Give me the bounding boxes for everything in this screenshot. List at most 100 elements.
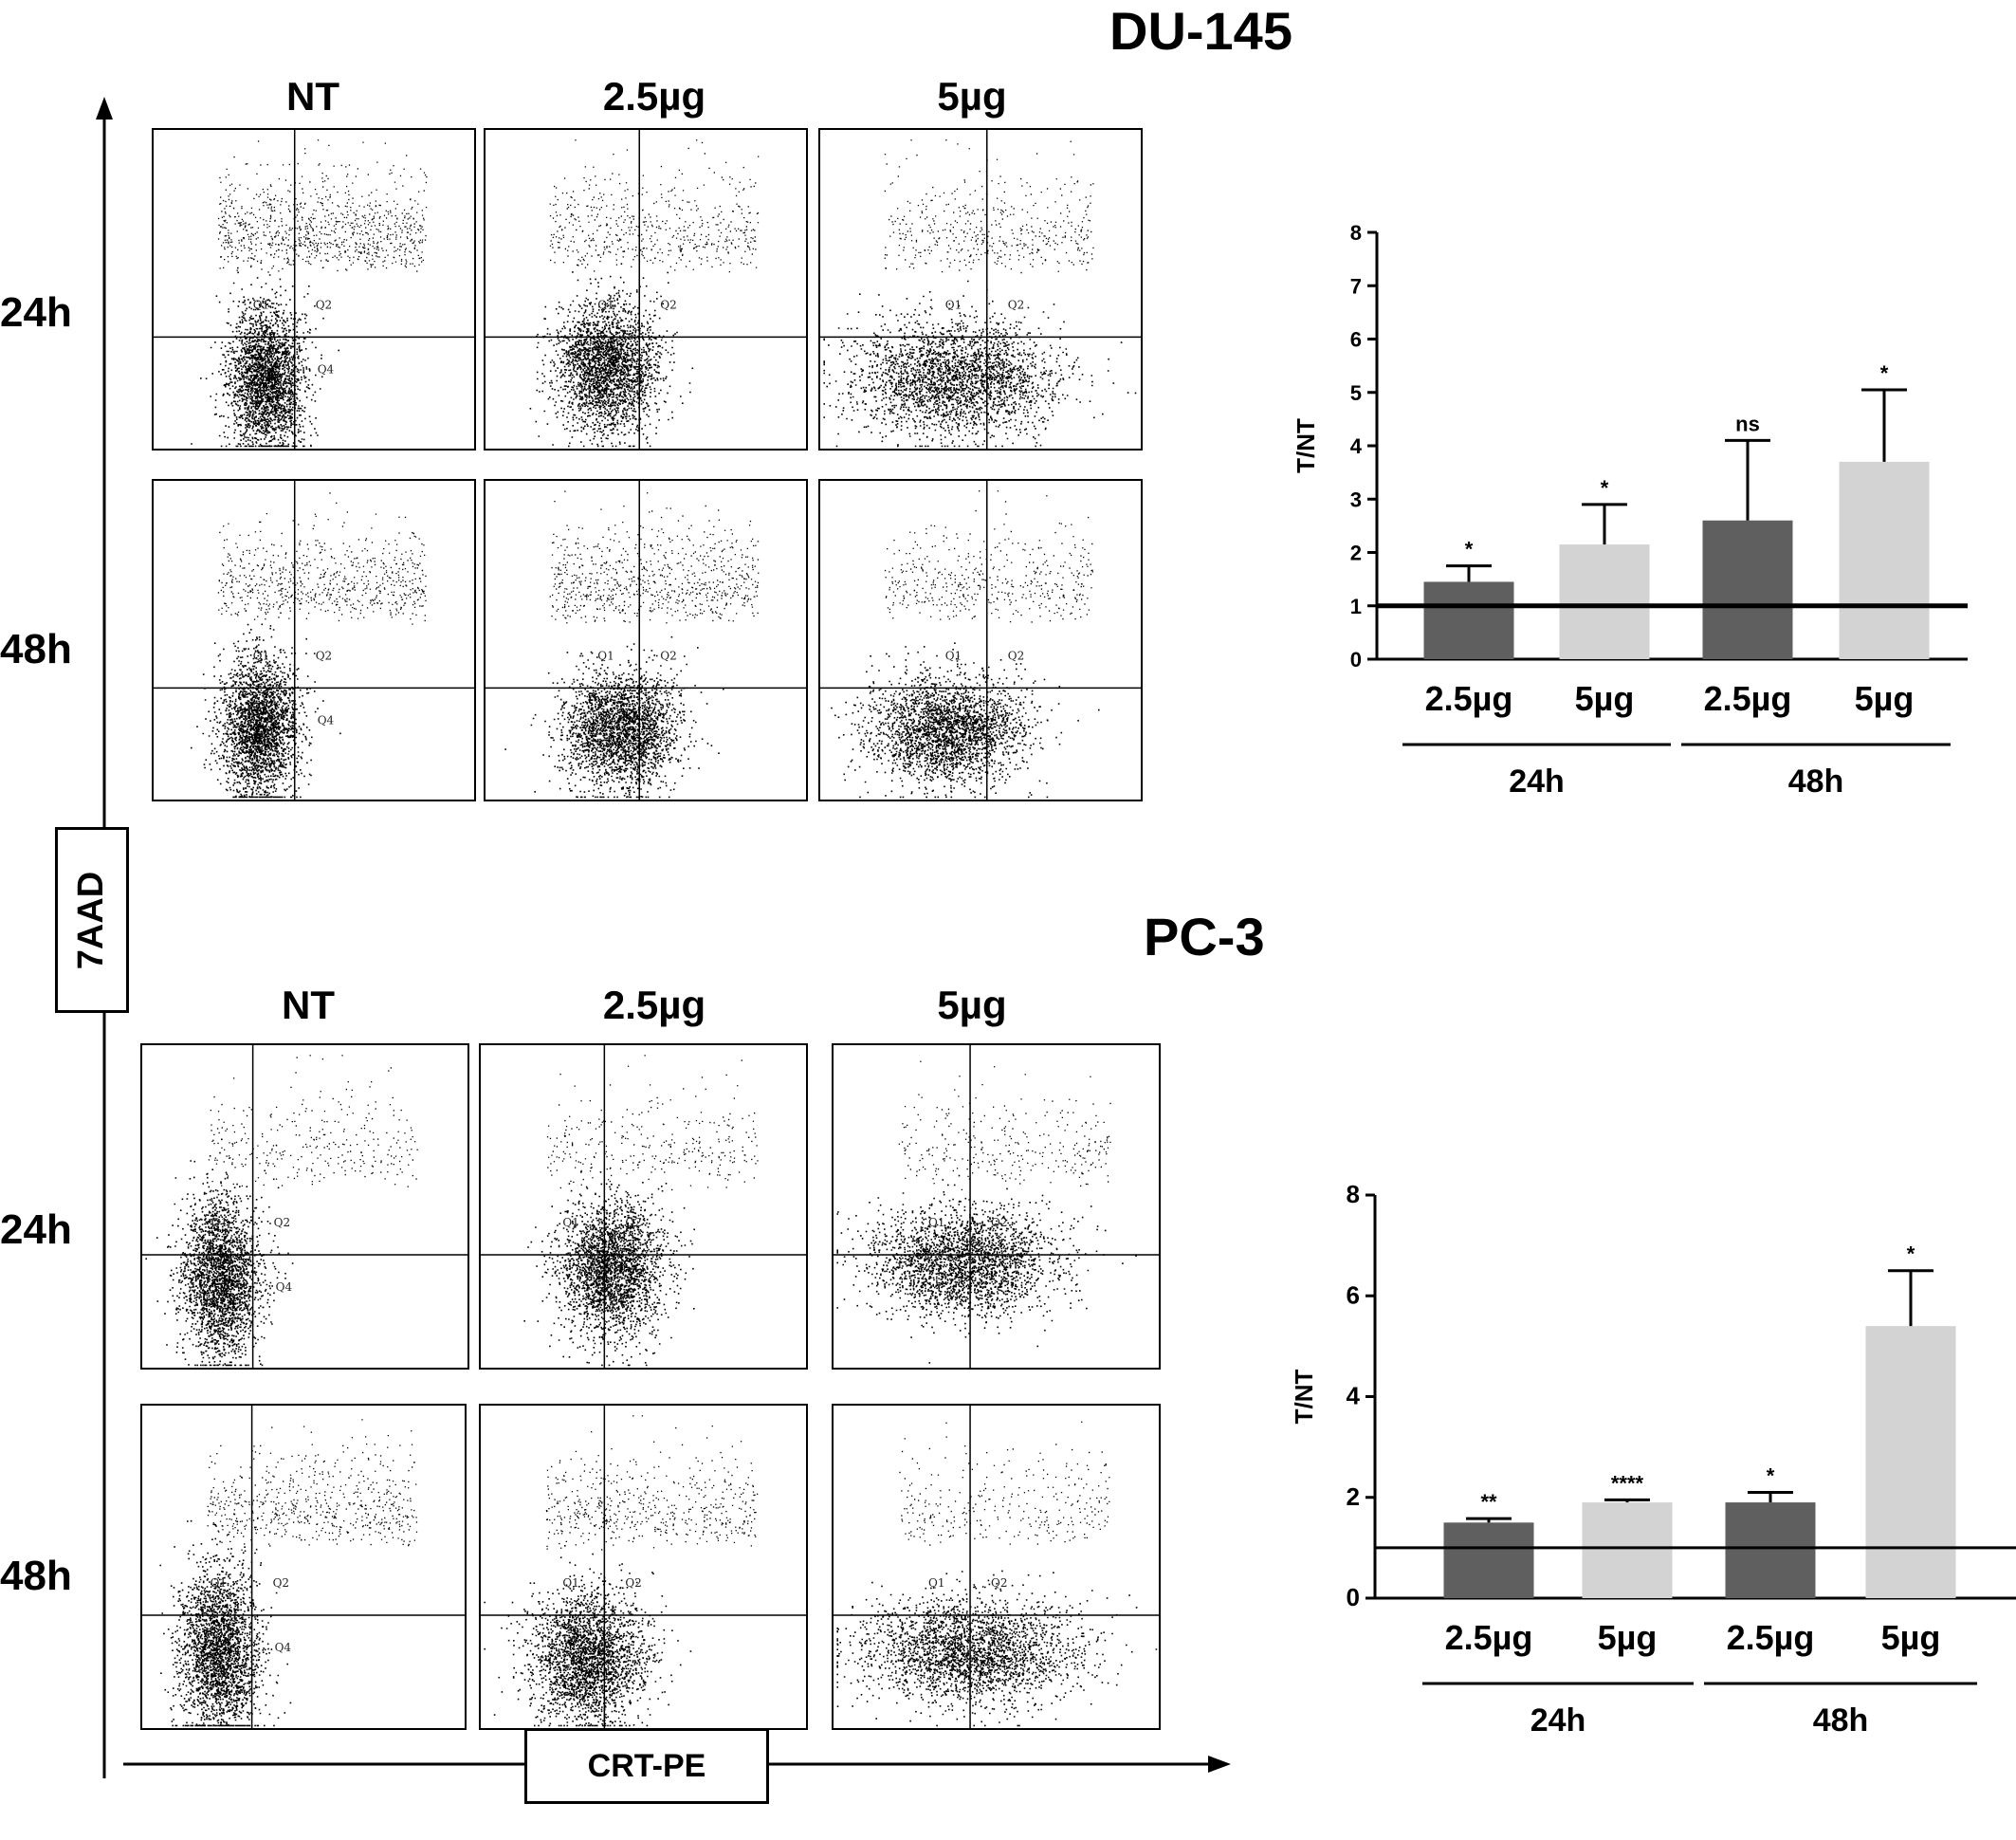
y-tick-label: 0 [1350,648,1362,672]
group-label: 48h [1788,764,1844,800]
y-tick-label: 5 [1350,381,1362,405]
category-label: 2.5µg [1425,679,1513,718]
category-label: 2.5µg [1445,1618,1533,1657]
category-label: 5µg [1575,679,1635,718]
quadrant-label-q1: Q1 [253,649,269,662]
bar [1423,581,1514,659]
quadrant-label-q1: Q1 [945,298,962,311]
group-label: 48h [1813,1702,1869,1739]
event-dots [504,490,760,799]
quadrant-label-q2: Q2 [991,1216,1007,1229]
group-label: 24h [1509,764,1565,800]
flow-plot-pc3-24h-2-5ug: Q1 Q2 [479,1043,808,1370]
event-dots [836,1421,1158,1727]
category-label: 5µg [1855,679,1915,718]
significance-label: * [1767,1463,1775,1487]
flow-plot-pc3-48h-5ug: Q1 Q2 [832,1404,1161,1730]
category-label: 5µg [1881,1618,1941,1657]
quadrant-label-q4: Q4 [276,1280,293,1294]
bar [1725,1502,1816,1598]
flow-plot-pc3-48h-nt: Q1 Q2 Q4 [140,1404,467,1730]
quadrant-label-q2: Q2 [991,1576,1007,1590]
quadrant-label-q1: Q1 [945,649,962,662]
bar [1702,520,1793,659]
significance-label: **** [1611,1471,1644,1495]
quadrant-label-q1: Q1 [928,1576,944,1590]
bar [1559,544,1650,659]
quadrant-label-q1: Q1 [597,298,614,311]
y-tick-label: 3 [1350,488,1362,511]
column-label-nt: NT [282,983,335,1027]
bar [1865,1326,1956,1598]
quadrant-label-q2: Q2 [273,1576,289,1590]
flow-plot-du145-24h-2-5ug: Q1 Q2 [484,128,808,451]
event-dots [836,1060,1137,1364]
column-label-5ug: 5µg [937,983,1007,1027]
significance-label: ** [1480,1490,1497,1514]
quadrant-label-q1: Q1 [211,1216,228,1229]
bar-chart-du145: T/NT 0 1 2 3 4 5 6 7 8 * 2.5µg * 5µg ns 2.5µg * 5µg 24h 48h [1292,221,1968,800]
flow-plot-du145-24h-5ug: Q1 Q2 [818,128,1143,451]
quadrant-label-q2: Q2 [316,649,332,662]
category-label: 2.5µg [1727,1618,1815,1657]
y-axis-label: 7AAD [71,871,112,969]
significance-label: * [1880,361,1889,385]
quadrant-label-q2: Q2 [1008,298,1024,311]
y-tick-label: 8 [1350,221,1362,245]
flow-plot-du145-48h-2-5ug: Q1 Q2 [484,479,808,801]
flow-plot-du145-24h-nt: Q1 Q2 Q4 [152,128,476,451]
event-dots [523,1055,759,1367]
significance-label: * [1601,476,1609,500]
column-label-nt: NT [286,74,339,119]
quadrant-label-q4: Q4 [318,362,335,376]
y-tick-label: 7 [1350,274,1362,298]
y-tick-label: 4 [1350,434,1363,458]
quadrant-label-q1: Q1 [928,1216,944,1229]
flow-plot-du145-48h-5ug: Q1 Q2 [818,479,1143,801]
bar [1839,461,1930,659]
quadrant-label-q2: Q2 [625,1576,641,1590]
event-dots [484,1415,759,1727]
quadrant-label-q1: Q1 [597,649,614,662]
flow-plot-du145-48h-nt: Q1 Q2 Q4 [152,479,476,801]
quadrant-label-q1: Q1 [562,1576,578,1590]
y-axis-label-box: 7AAD [55,827,129,1013]
bar-chart-pc3: T/NT 0 2 4 6 8 ** 2.5µg **** 5µg * 2.5µg * 5µg 24h 48h [1290,1180,2016,1739]
event-dots [823,139,1137,448]
y-tick-label: 2 [1350,542,1362,565]
column-label-2-5ug: 2.5µg [602,983,706,1027]
quadrant-label-q4: Q4 [318,713,335,727]
row-label-48h: 48h [0,626,72,672]
group-label: 24h [1530,1702,1586,1739]
y-axis-label: T/NT [1292,418,1320,473]
flow-plot-pc3-24h-5ug: Q1 Q2 [832,1043,1161,1370]
y-tick-label: 4 [1347,1382,1361,1410]
quadrant-label-q2: Q2 [660,298,676,311]
panel-title-pc3: PC-3 [1144,907,1265,966]
column-label-2-5ug: 2.5µg [602,74,706,119]
bar [1443,1522,1534,1598]
significance-label: ns [1735,412,1760,435]
quadrant-label-q2: Q2 [625,1216,641,1229]
quadrant-label-q4: Q4 [275,1641,292,1654]
event-dots [831,490,1100,799]
significance-label: * [1465,538,1474,561]
quadrant-label-q1: Q1 [211,1576,227,1590]
event-dots [191,139,428,448]
quadrant-label-q1: Q1 [562,1216,578,1229]
quadrant-label-q2: Q2 [274,1216,290,1229]
panel-title-du145: DU-145 [1109,1,1292,61]
x-axis-label-box: CRT-PE [524,1728,769,1804]
event-dots [145,1055,418,1367]
row-label-24h: 24h [0,1206,72,1253]
category-label: 5µg [1598,1618,1658,1657]
y-axis-label: T/NT [1290,1370,1318,1425]
event-dots [529,139,760,448]
y-tick-label: 6 [1347,1280,1360,1309]
event-dots [191,492,427,799]
quadrant-label-q2: Q2 [660,649,676,662]
quadrant-label-q1: Q1 [253,298,269,311]
quadrant-label-q2: Q2 [1008,649,1024,662]
row-label-48h: 48h [0,1553,72,1599]
flow-plot-pc3-24h-nt: Q1 Q2 Q4 [140,1043,469,1370]
